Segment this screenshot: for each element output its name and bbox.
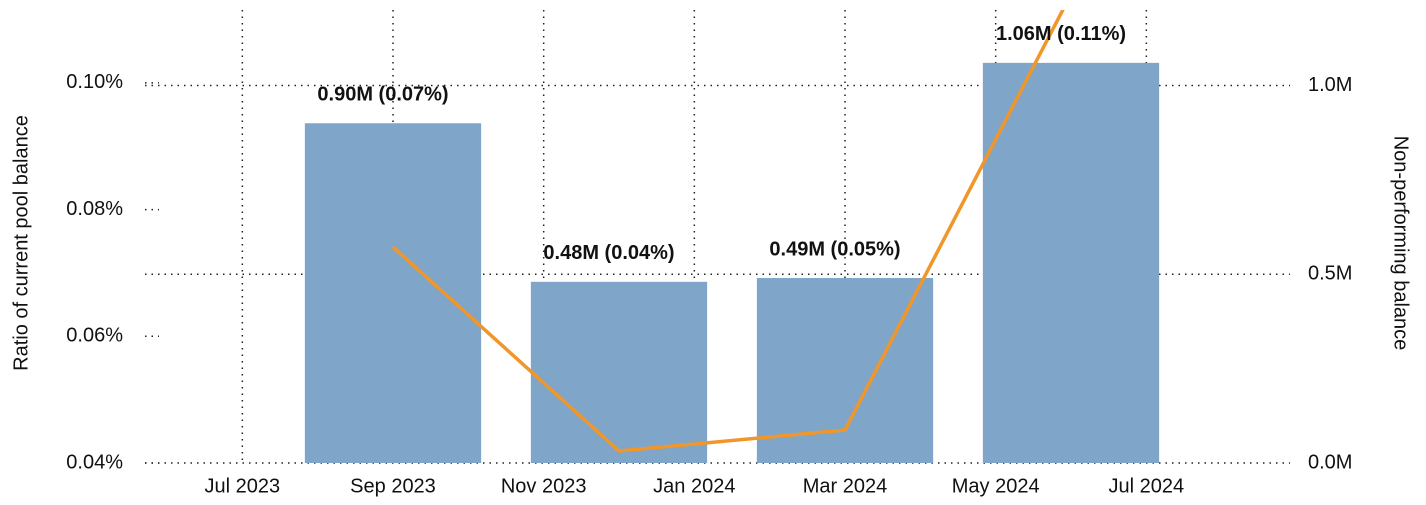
plot-area — [304, 10, 1160, 463]
y2-tick-label: 0.5M — [1308, 263, 1352, 285]
bar — [756, 278, 934, 463]
y-axis-title: Ratio of current pool balance — [10, 115, 32, 371]
bar — [304, 123, 482, 463]
y-tick-label: 0.06% — [66, 325, 123, 347]
bar — [530, 281, 708, 463]
y2-tick-label: 1.0M — [1308, 74, 1352, 96]
x-tick-label: May 2024 — [952, 475, 1040, 497]
y2-axis-title: Non-performing balance — [1390, 136, 1412, 351]
y-tick-label: 0.04% — [66, 451, 123, 473]
x-tick-label: Jul 2024 — [1109, 475, 1185, 497]
x-tick-label: Jul 2023 — [205, 475, 281, 497]
data-label: 0.90M (0.07%) — [317, 84, 448, 106]
data-label: 0.49M (0.05%) — [769, 238, 900, 260]
x-tick-label: Nov 2023 — [501, 475, 587, 497]
x-tick-label: Mar 2024 — [803, 475, 888, 497]
y2-tick-label: 0.0M — [1308, 451, 1352, 473]
data-label: 0.48M (0.04%) — [543, 242, 674, 264]
x-tick-label: Jan 2024 — [653, 475, 735, 497]
y-tick-label: 0.08% — [66, 198, 123, 220]
bar — [982, 62, 1160, 463]
line — [391, 10, 1065, 453]
x-tick-label: Sep 2023 — [350, 475, 436, 497]
y-tick-label: 0.10% — [66, 71, 123, 93]
data-label: 1.06M (0.11%) — [996, 23, 1126, 45]
